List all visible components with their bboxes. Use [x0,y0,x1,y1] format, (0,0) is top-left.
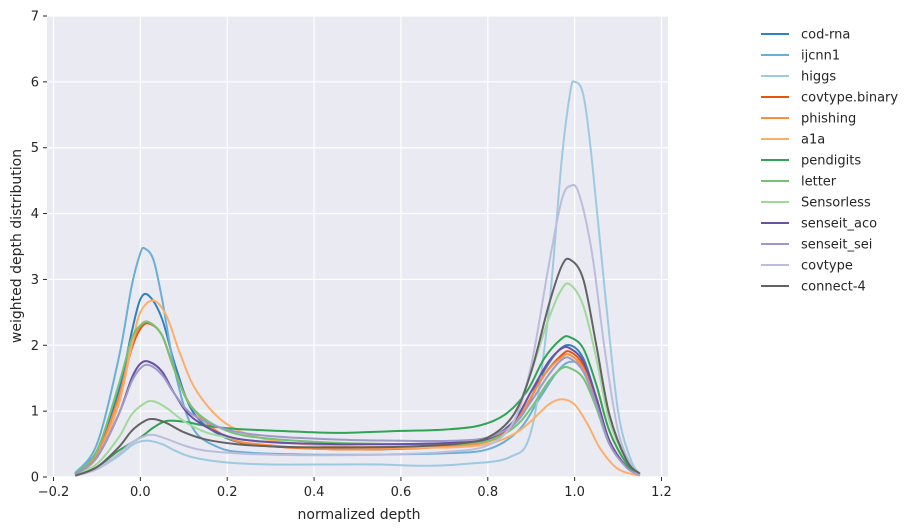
x-axis: −0.2 0.0 0.2 0.4 0.6 0.8 1.0 1.2 [38,477,672,500]
x-tick-label: 0.8 [477,485,498,500]
y-tick-label: 4 [31,207,39,222]
y-tick-label: 7 [31,10,39,25]
x-tick-label: 0.2 [217,485,238,500]
x-tick-label: 1.2 [651,485,672,500]
series-lines [74,80,641,477]
legend-item: cod-rna [761,28,850,43]
legend-item: senseit_aco [761,217,877,232]
legend-label: pendigits [801,154,861,169]
x-tick-label: 0.0 [130,485,151,500]
x-tick-label: −0.2 [38,485,70,500]
y-tick-label: 6 [31,75,39,90]
y-tick-label: 5 [31,141,39,156]
series-line-covtype [74,183,641,477]
legend-item: covtype [761,259,853,274]
series-line-senseit_aco [74,345,641,476]
y-tick-label: 2 [31,339,39,354]
legend-label: connect-4 [801,280,866,295]
y-tick-label: 0 [31,471,39,486]
y-tick-label: 3 [31,273,39,288]
legend-label: ijcnn1 [801,49,840,64]
legend-item: letter [761,175,837,190]
legend-label: cod-rna [801,28,850,43]
legend-item: a1a [761,133,825,148]
legend-item: phishing [761,112,856,127]
y-axis: 0 1 2 3 4 5 6 7 [31,10,47,486]
series-line-connect-4 [74,257,641,477]
legend-item: higgs [761,70,836,85]
legend-label: letter [801,175,837,190]
legend-label: a1a [801,133,825,148]
x-tick-label: 0.6 [391,485,412,500]
legend-item: Sensorless [761,196,871,211]
legend-label: Sensorless [801,196,871,211]
y-axis-title: weighted depth distribution [9,149,25,343]
legend-label: covtype.binary [801,91,898,106]
x-tick-label: 0.4 [304,485,325,500]
legend-label: higgs [801,70,836,85]
legend-item: connect-4 [761,280,866,295]
series-line-higgs [74,80,641,477]
series-line-senseit_sei [74,356,641,476]
legend-item: covtype.binary [761,91,898,106]
series-line-pendigits [74,335,641,476]
legend-label: phishing [801,112,856,127]
legend-label: senseit_aco [801,217,877,232]
legend: cod-rna ijcnn1 higgs covtype.binary phishing… [761,28,898,295]
legend-item: pendigits [761,154,861,169]
x-tick-label: 1.0 [564,485,585,500]
legend-label: covtype [801,259,853,274]
legend-item: senseit_sei [761,238,872,253]
x-axis-title: normalized depth [298,507,421,523]
legend-label: senseit_sei [801,238,872,253]
y-tick-label: 1 [31,405,39,420]
legend-item: ijcnn1 [761,49,840,64]
